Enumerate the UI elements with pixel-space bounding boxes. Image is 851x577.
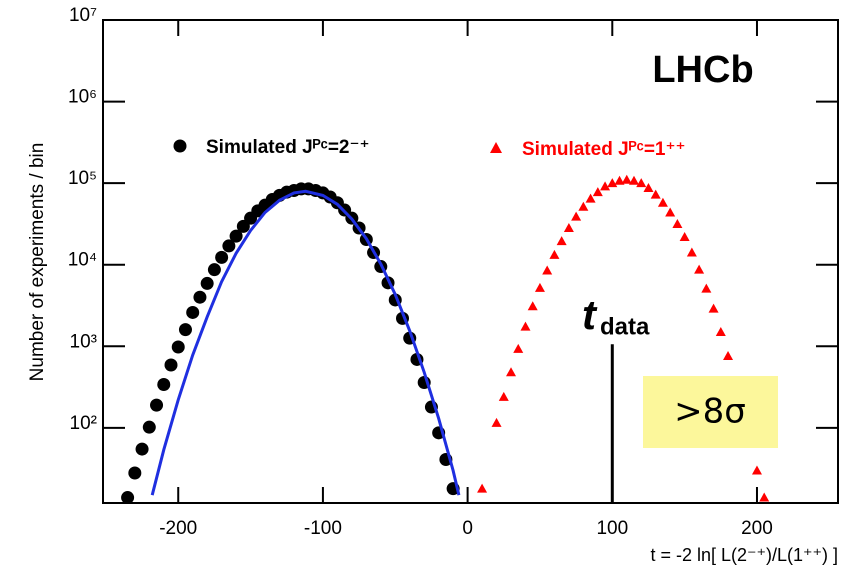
x-axis-label: t = -2 ln[ L(2⁻⁺)/L(1⁺⁺) ] — [650, 545, 838, 565]
data-point — [723, 351, 734, 361]
data-point — [585, 193, 596, 203]
data-point — [506, 367, 517, 377]
data-point — [679, 231, 690, 241]
data-point — [549, 249, 560, 259]
x-tick-label: 200 — [741, 518, 773, 539]
data-point — [527, 301, 538, 311]
data-point — [498, 391, 509, 401]
data-point — [636, 178, 647, 188]
experiment-label: LHCb — [652, 49, 753, 91]
data-point — [142, 420, 156, 434]
legend-marker — [490, 142, 502, 153]
y-tick-label: 10⁶ — [68, 87, 97, 108]
highlight-box: >8σ — [643, 376, 778, 448]
data-point — [222, 239, 236, 253]
data-point — [513, 343, 524, 353]
data-point — [600, 181, 611, 191]
data-point — [128, 466, 142, 480]
data-point — [672, 218, 683, 228]
data-point — [520, 321, 531, 331]
data-point — [157, 378, 171, 392]
data-point — [171, 340, 185, 354]
data-point — [751, 465, 762, 475]
data-point — [135, 442, 149, 456]
data-point — [491, 417, 502, 427]
data-point — [643, 183, 654, 193]
y-tick-label: 10⁵ — [68, 168, 97, 189]
data-point — [229, 229, 243, 243]
y-tick-label: 10⁷ — [69, 5, 97, 26]
data-point — [694, 264, 705, 274]
legend-marker — [173, 139, 187, 153]
x-tick-label: -200 — [159, 518, 197, 539]
highlight-label: >8σ — [674, 392, 746, 432]
data-point — [207, 263, 221, 277]
x-tick-label: -100 — [304, 518, 342, 539]
data-point — [121, 491, 135, 505]
plot-area: -200 -100 0 100 200 10² 10³ 10⁴ 10⁵ 10⁶ 10⁷ Simulat… — [68, 5, 839, 539]
marker-subscript: data — [600, 313, 650, 340]
x-tick-label: 100 — [596, 518, 628, 539]
y-axis-label: Number of experiments / bin — [27, 143, 48, 382]
data-point — [715, 326, 726, 336]
data-point — [150, 398, 164, 412]
y-tick-label: 10³ — [70, 331, 97, 352]
y-tick-label: 10⁴ — [68, 250, 97, 271]
data-point — [534, 282, 545, 292]
data-point — [607, 178, 618, 188]
fit-curve — [150, 189, 461, 496]
data-point — [665, 207, 676, 217]
data-point — [178, 323, 192, 337]
highlight-background — [643, 376, 778, 448]
data-point — [650, 189, 661, 199]
y-tick-label: 10² — [70, 413, 97, 434]
data-point — [186, 305, 200, 319]
data-point — [759, 492, 770, 502]
data-point — [164, 358, 178, 372]
data-point — [571, 211, 582, 221]
data-point — [614, 175, 625, 185]
data-point — [657, 197, 668, 207]
data-point — [578, 201, 589, 211]
x-tick-label: 0 — [462, 518, 473, 539]
data-point — [200, 276, 214, 290]
data-point — [708, 303, 719, 313]
data-point — [621, 174, 632, 184]
data-point — [193, 290, 207, 304]
data-point — [686, 247, 697, 257]
data-point — [563, 222, 574, 232]
legend-label: Simulated Jᴾᶜ=2⁻⁺ — [206, 137, 370, 158]
data-point — [215, 250, 229, 264]
marker-label: t — [582, 291, 598, 338]
data-point — [542, 265, 553, 275]
data-point — [592, 187, 603, 197]
data-point — [701, 283, 712, 293]
plot-frame — [102, 19, 839, 504]
data-point — [477, 483, 488, 493]
data-point — [556, 236, 567, 246]
legend-label: Simulated Jᴾᶜ=1⁺⁺ — [522, 139, 686, 160]
data-point — [628, 175, 639, 185]
